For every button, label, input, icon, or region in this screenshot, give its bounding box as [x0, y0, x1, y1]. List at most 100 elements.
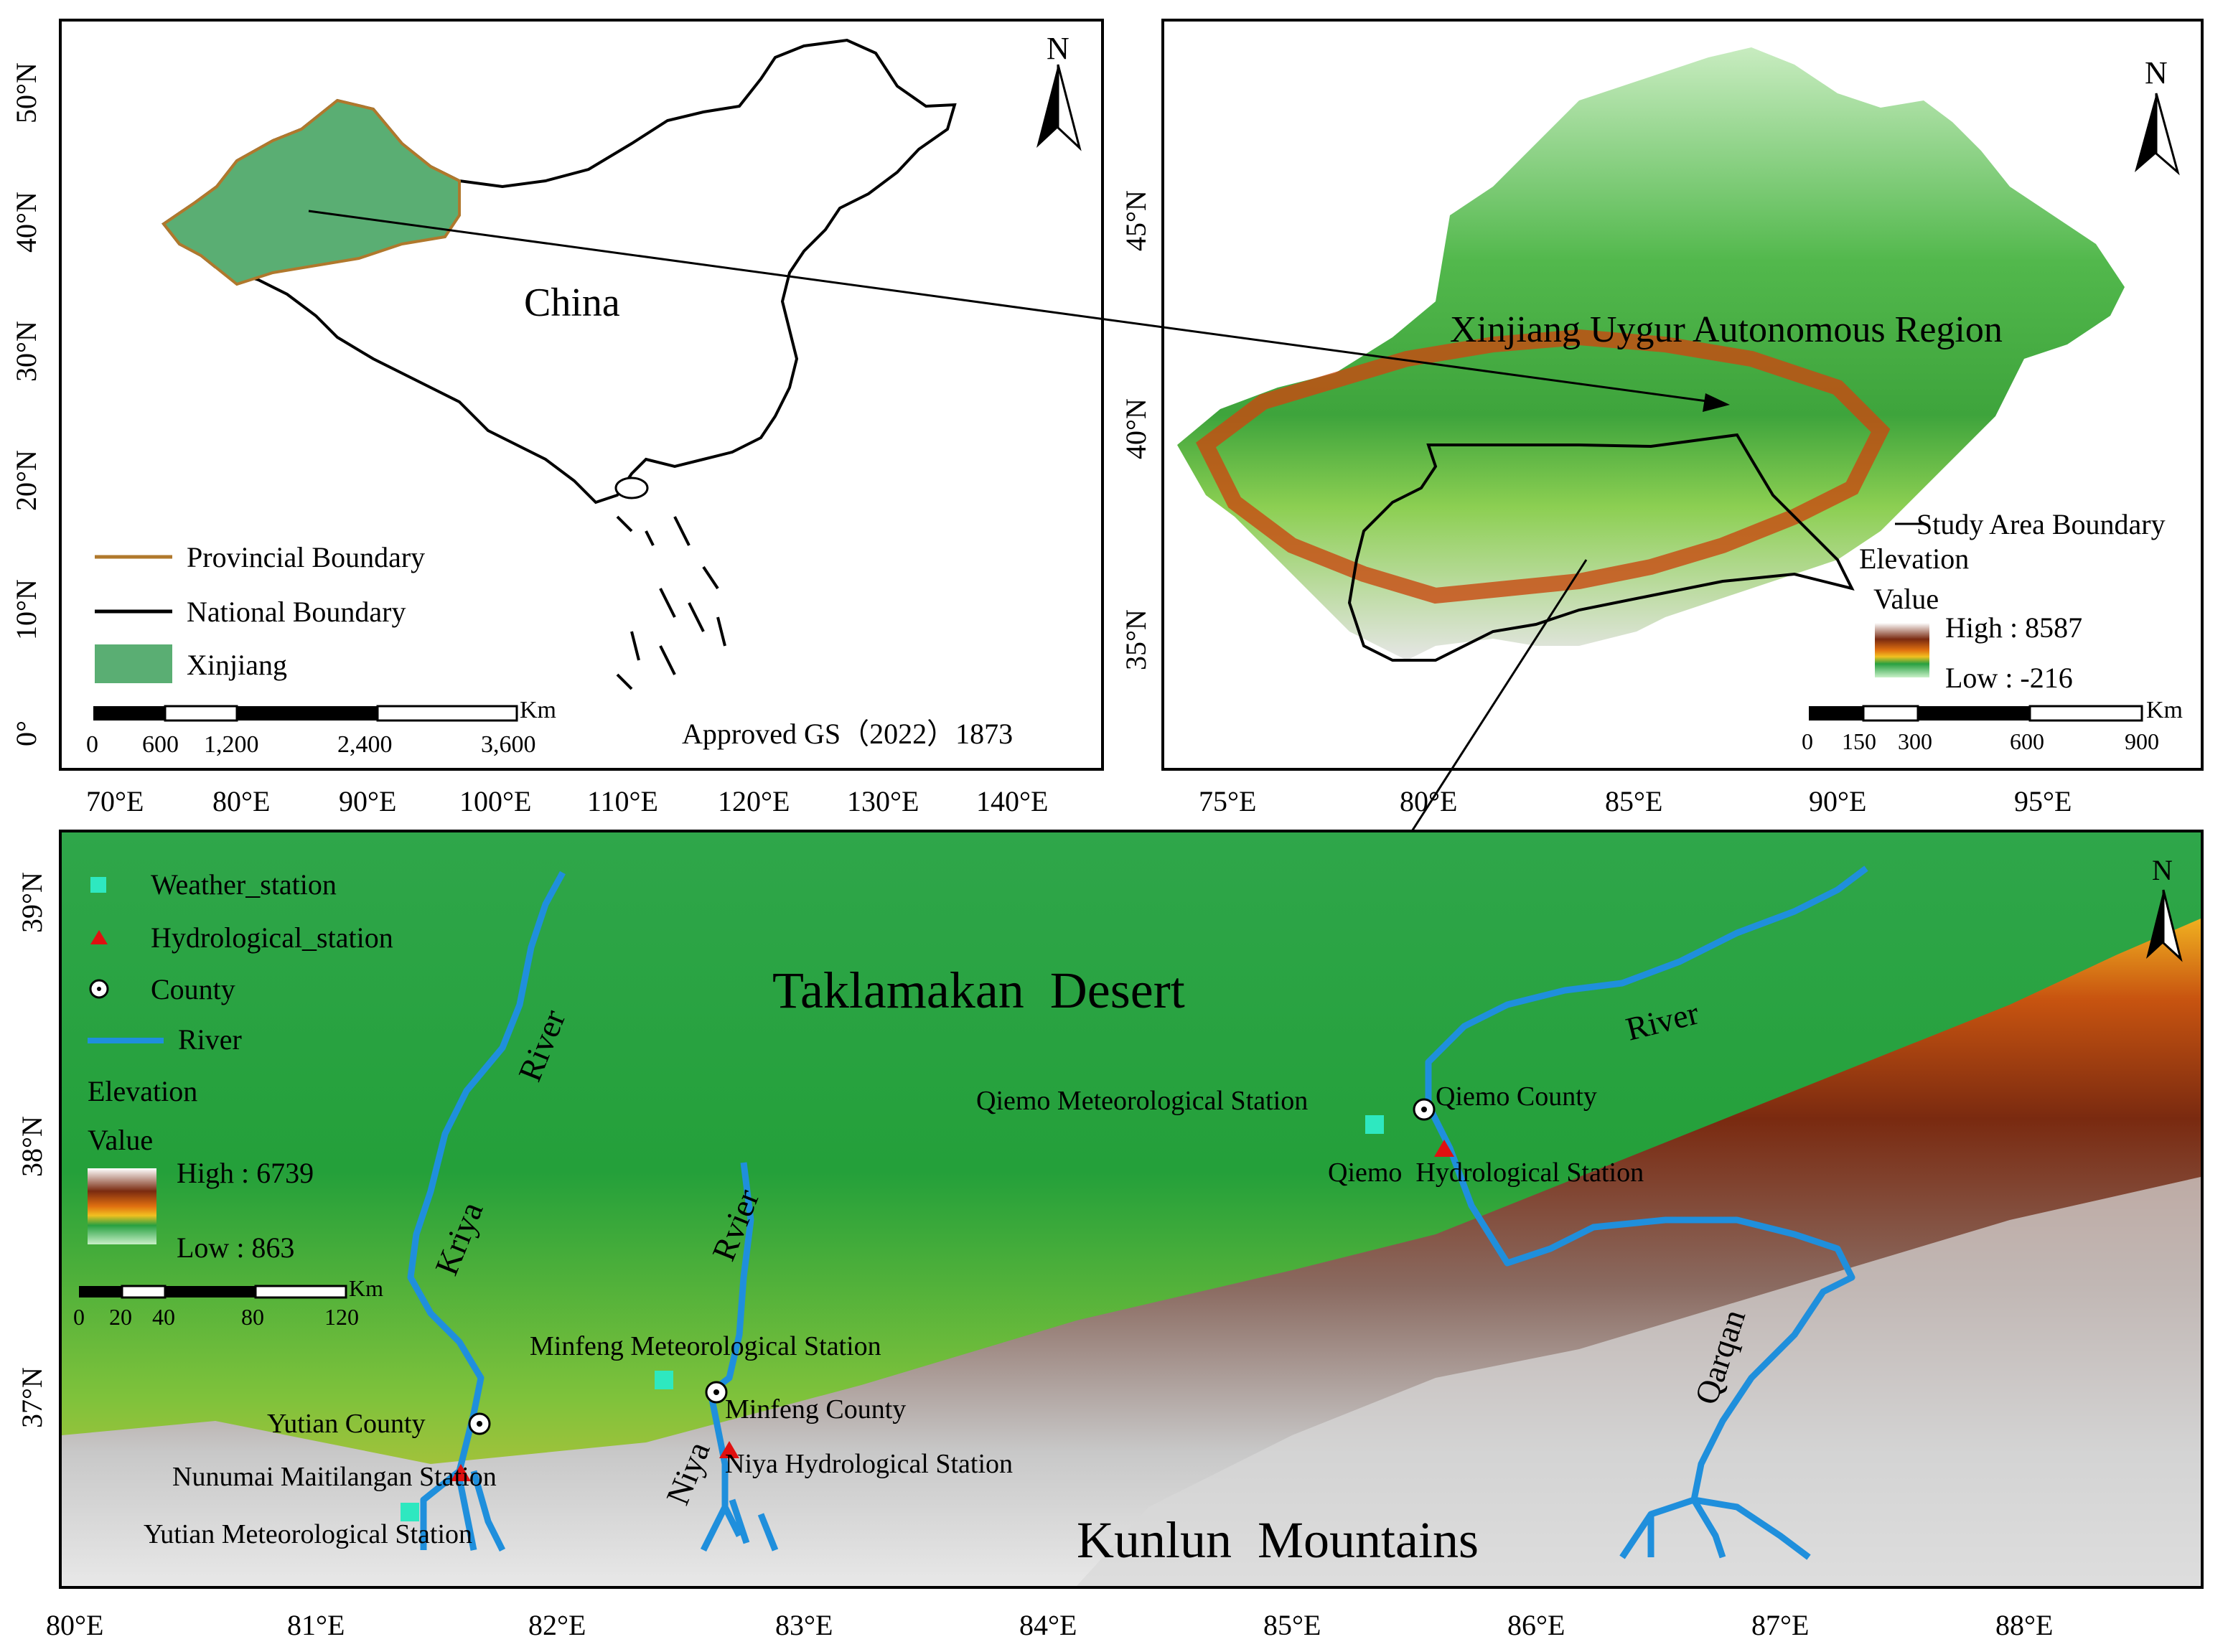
scale-bar-c: Km 0 20 40 80 120 — [73, 1275, 383, 1330]
svg-text:Qiemo Hydrological Station: Qiemo Hydrological Station — [1328, 1158, 1644, 1188]
svg-text:Yutian Meteorological Station: Yutian Meteorological Station — [144, 1519, 472, 1549]
legend-a: Provincial Boundary National Boundary Xi… — [95, 541, 425, 683]
study-area-boundary-label: Study Area Boundary — [1916, 508, 2166, 540]
svg-text:Qiemo County: Qiemo County — [1436, 1081, 1597, 1112]
north-arrow-c: N — [2146, 854, 2183, 962]
svg-text:N: N — [1047, 31, 1069, 66]
svg-text:80°E: 80°E — [212, 785, 270, 817]
svg-text:50°N: 50°N — [10, 62, 42, 123]
svg-text:75°E: 75°E — [1199, 785, 1256, 817]
svg-text:Yutian County: Yutian County — [267, 1409, 426, 1439]
svg-text:95°E: 95°E — [2014, 785, 2072, 817]
hainan-island — [614, 477, 649, 499]
svg-text:High : 8587: High : 8587 — [1945, 611, 2082, 644]
xinjiang-elevation — [1177, 47, 2125, 660]
svg-text:Qiemo Meteorological Station: Qiemo Meteorological Station — [976, 1086, 1308, 1116]
panel-a-x-ticks: 70°E 80°E 90°E 100°E 110°E 120°E 130°E 1… — [86, 785, 1048, 817]
place-labels: Qiemo Meteorological Station Qiemo Count… — [144, 1081, 1644, 1549]
svg-text:40: 40 — [152, 1304, 175, 1330]
svg-text:20: 20 — [109, 1304, 132, 1330]
kriya-river — [407, 870, 566, 1552]
north-arrow-b: N — [2135, 55, 2180, 176]
svg-text:39°N: 39°N — [16, 872, 48, 933]
xinjiang-label: Xinjiang Uygur Autonomous Region — [1450, 309, 2003, 350]
svg-text:81°E: 81°E — [287, 1609, 345, 1641]
tarim-basin-rim — [1196, 329, 1891, 604]
svg-text:N: N — [2145, 55, 2168, 90]
approval-number: Approved GS（2022）1873 — [682, 718, 1013, 750]
svg-text:300: 300 — [1898, 728, 1932, 754]
svg-text:Low : -216: Low : -216 — [1945, 662, 2073, 694]
svg-text:1,200: 1,200 — [204, 731, 259, 758]
mountain-snow — [1077, 1177, 2201, 1586]
svg-text:83°E: 83°E — [775, 1609, 833, 1641]
svg-text:80°E: 80°E — [1400, 785, 1457, 817]
svg-text:Weather_station: Weather_station — [151, 868, 337, 901]
north-arrow-a: N — [1036, 31, 1082, 151]
scale-bar-a: Km 0 600 1,200 2,400 3,600 — [86, 697, 556, 758]
svg-text:0: 0 — [86, 731, 98, 758]
svg-text:90°E: 90°E — [339, 785, 396, 817]
svg-text:45°N: 45°N — [1120, 190, 1152, 251]
taklamakan-desert-label: Taklamakan Desert — [772, 962, 1185, 1019]
svg-text:30°N: 30°N — [10, 321, 42, 382]
svg-text:2,400: 2,400 — [337, 731, 393, 758]
svg-text:Km: Km — [520, 697, 556, 723]
svg-text:Km: Km — [349, 1275, 383, 1301]
svg-text:80: 80 — [241, 1304, 264, 1330]
legend-provincial-boundary: Provincial Boundary — [187, 541, 425, 573]
svg-text:Value: Value — [88, 1124, 153, 1156]
svg-text:10°N: 10°N — [10, 579, 42, 640]
svg-text:Km: Km — [2146, 697, 2183, 723]
svg-text:40°N: 40°N — [10, 192, 42, 253]
svg-text:38°N: 38°N — [16, 1116, 48, 1177]
xinjiang-region — [162, 98, 461, 286]
svg-text:20°N: 20°N — [10, 450, 42, 511]
svg-text:90°E: 90°E — [1809, 785, 1866, 817]
legend-national-boundary: National Boundary — [187, 596, 406, 628]
svg-text:Elevation: Elevation — [88, 1075, 197, 1107]
svg-text:86°E: 86°E — [1507, 1609, 1565, 1641]
svg-text:Minfeng Meteorological Station: Minfeng Meteorological Station — [530, 1331, 881, 1361]
nunumai-station — [451, 1464, 471, 1481]
svg-text:Hydrological_station: Hydrological_station — [151, 921, 393, 954]
panel-c-y-ticks: 39°N 38°N 37°N — [16, 872, 48, 1428]
svg-text:High : 6739: High : 6739 — [177, 1157, 314, 1189]
legend-b: Elevation Value High : 8587 Low : -216 — [1859, 543, 2082, 694]
svg-text:600: 600 — [142, 731, 179, 758]
minfeng-weather-station — [655, 1371, 673, 1389]
qiemo-hydro-station — [1434, 1140, 1454, 1157]
svg-text:0: 0 — [1802, 728, 1813, 754]
svg-text:40°N: 40°N — [1120, 398, 1152, 459]
stations — [401, 1098, 1454, 1521]
qiemo-weather-station — [1365, 1115, 1384, 1134]
svg-text:87°E: 87°E — [1751, 1609, 1809, 1641]
svg-text:120°E: 120°E — [718, 785, 790, 817]
panel-xinjiang-map: Xinjiang Uygur Autonomous Region Study A… — [1120, 19, 2204, 817]
svg-text:0°: 0° — [10, 721, 42, 746]
panel-a-y-ticks: 50°N 40°N 30°N 20°N 10°N 0° — [10, 62, 42, 746]
yutian-weather-station — [401, 1503, 419, 1521]
elevation-ramp-c — [88, 1168, 156, 1244]
svg-text:84°E: 84°E — [1019, 1609, 1077, 1641]
svg-text:70°E: 70°E — [86, 785, 144, 817]
svg-text:Nunumai Maitilangan Station: Nunumai Maitilangan Station — [172, 1462, 497, 1492]
svg-text:110°E: 110°E — [587, 785, 658, 817]
panel-b-x-ticks: 75°E 80°E 85°E 90°E 95°E — [1199, 785, 2072, 817]
svg-text:Elevation: Elevation — [1859, 543, 1969, 575]
panel-c-x-ticks: 80°E 81°E 82°E 83°E 84°E 85°E 86°E 87°E … — [46, 1609, 2053, 1641]
svg-text:N: N — [2152, 854, 2173, 886]
svg-text:37°N: 37°N — [16, 1367, 48, 1428]
svg-text:Minfeng County: Minfeng County — [725, 1394, 906, 1425]
svg-text:Value: Value — [1873, 583, 1939, 615]
svg-text:100°E: 100°E — [459, 785, 531, 817]
panel-b-y-ticks: 45°N 40°N 35°N — [1120, 190, 1152, 670]
scale-bar-b: Km 0 150 300 600 900 — [1802, 697, 2183, 754]
niya-hydro-station — [719, 1441, 739, 1458]
svg-text:35°N: 35°N — [1120, 609, 1152, 670]
qarqan-river — [1425, 865, 1868, 1560]
svg-text:85°E: 85°E — [1605, 785, 1662, 817]
china-label: China — [524, 281, 620, 325]
svg-text:120: 120 — [324, 1304, 359, 1330]
south-sea-islands — [616, 515, 726, 690]
